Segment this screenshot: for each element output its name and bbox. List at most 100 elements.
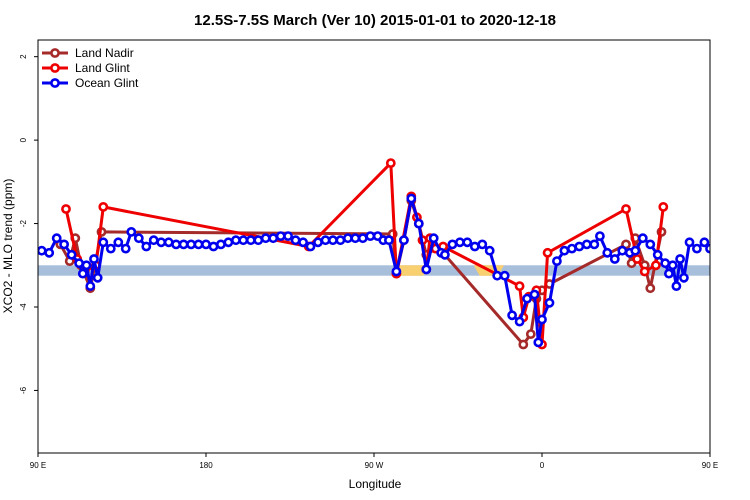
data-point xyxy=(439,249,450,260)
data-point xyxy=(492,270,503,281)
data-point xyxy=(499,270,510,281)
data-point xyxy=(253,235,264,246)
data-point xyxy=(305,241,316,252)
data-point xyxy=(660,258,671,269)
plot-frame xyxy=(37,39,711,454)
data-point xyxy=(298,237,308,248)
legend-label: Ocean Glint xyxy=(75,76,139,90)
data-point xyxy=(66,249,77,260)
data-point xyxy=(574,241,585,252)
data-series xyxy=(38,158,728,350)
data-point xyxy=(714,228,721,235)
land-ocean-band xyxy=(38,265,710,276)
data-point xyxy=(462,237,473,248)
data-point xyxy=(721,235,728,242)
data-point xyxy=(514,281,525,291)
data-point xyxy=(335,235,346,246)
legend-item: Land Nadir xyxy=(42,46,134,60)
data-point xyxy=(283,231,293,241)
series-land-glint xyxy=(61,158,669,350)
data-point xyxy=(105,243,116,254)
data-point xyxy=(658,201,669,212)
data-point xyxy=(679,272,689,283)
data-point xyxy=(77,268,88,279)
data-point xyxy=(98,237,109,248)
data-point xyxy=(357,233,368,244)
data-point xyxy=(705,243,710,254)
data-point xyxy=(602,247,613,258)
data-point xyxy=(671,281,682,291)
x-tick-label: 90 E xyxy=(30,461,46,470)
data-point xyxy=(699,237,710,248)
data-point xyxy=(81,260,92,271)
y-tick-label: 0 xyxy=(19,137,28,142)
data-point xyxy=(44,247,55,258)
data-point xyxy=(268,233,279,244)
data-point xyxy=(391,266,402,277)
data-point xyxy=(484,245,495,256)
axes: 90 E 180 90 W 0 90 E -6 -4 -2 0 2 xyxy=(19,54,718,470)
data-point xyxy=(507,310,517,321)
y-tick-label: -4 xyxy=(19,303,28,311)
data-point xyxy=(113,237,124,248)
ocean-band xyxy=(38,265,710,276)
y-tick-label: -6 xyxy=(19,386,28,394)
data-point xyxy=(133,233,144,244)
data-point xyxy=(201,239,211,250)
data-point xyxy=(537,314,547,325)
data-point xyxy=(529,289,540,300)
data-point xyxy=(589,239,600,250)
data-point xyxy=(533,337,544,348)
data-point xyxy=(421,264,432,275)
data-point xyxy=(98,201,109,212)
data-point xyxy=(398,235,409,246)
data-point xyxy=(639,266,650,277)
data-point xyxy=(193,239,204,250)
data-point xyxy=(542,247,553,258)
data-point xyxy=(51,233,62,244)
legend-swatch-marker xyxy=(50,63,60,73)
data-point xyxy=(477,239,488,250)
data-point xyxy=(223,237,234,248)
data-point xyxy=(621,204,631,214)
data-point xyxy=(92,272,103,283)
data-point xyxy=(651,260,661,271)
data-point xyxy=(350,233,361,244)
data-point xyxy=(632,254,643,264)
x-tick-label: 90 W xyxy=(365,461,384,470)
data-point xyxy=(630,245,641,256)
legend-label: Land Nadir xyxy=(75,46,134,60)
data-point xyxy=(215,239,226,250)
data-point xyxy=(290,235,301,246)
legend-item: Land Glint xyxy=(42,61,130,75)
land-band-segment xyxy=(395,265,430,276)
data-point xyxy=(120,243,131,254)
data-point xyxy=(238,235,249,246)
series-ocean-glint xyxy=(38,193,728,348)
series-line xyxy=(64,161,665,346)
data-point xyxy=(260,233,271,244)
data-point xyxy=(667,260,678,271)
data-point xyxy=(595,231,605,241)
data-point xyxy=(385,158,396,168)
legend-item: Ocean Glint xyxy=(42,76,139,90)
x-axis-label: Longitude xyxy=(349,477,402,491)
data-point xyxy=(675,254,685,264)
data-point xyxy=(59,239,69,250)
data-point xyxy=(645,283,656,294)
x-tick-label: 90 E xyxy=(702,461,718,470)
data-point xyxy=(552,256,562,266)
data-point xyxy=(544,297,555,308)
data-point xyxy=(447,239,458,250)
data-point xyxy=(413,218,424,229)
data-point xyxy=(609,254,620,264)
data-point xyxy=(406,193,417,204)
data-point xyxy=(141,241,152,252)
data-point xyxy=(514,316,525,327)
data-point xyxy=(692,243,702,254)
y-tick-label: -2 xyxy=(19,219,28,227)
legend-label: Land Glint xyxy=(75,61,130,75)
data-point xyxy=(518,339,529,350)
legend-swatch-marker xyxy=(50,48,60,58)
